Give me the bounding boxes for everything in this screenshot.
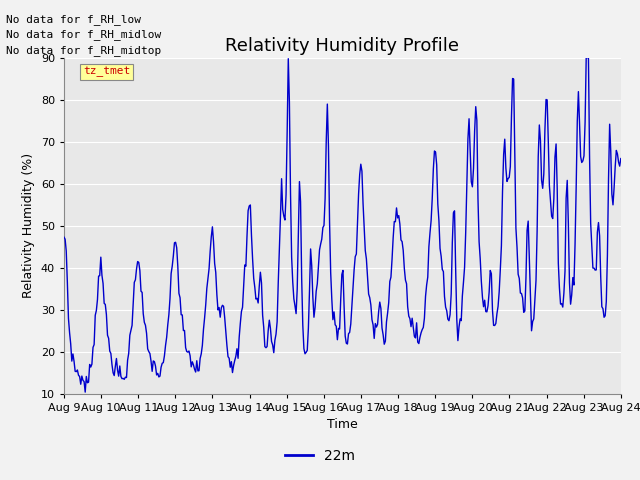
Y-axis label: Relativity Humidity (%): Relativity Humidity (%) — [22, 153, 35, 298]
Text: No data for f_RH_low: No data for f_RH_low — [6, 13, 141, 24]
Text: tz_tmet: tz_tmet — [83, 67, 131, 77]
Legend: 22m: 22m — [280, 443, 360, 468]
X-axis label: Time: Time — [327, 418, 358, 431]
Text: No data for f_RH_midtop: No data for f_RH_midtop — [6, 45, 162, 56]
Title: Relativity Humidity Profile: Relativity Humidity Profile — [225, 36, 460, 55]
Text: No data for f_RH_midlow: No data for f_RH_midlow — [6, 29, 162, 40]
